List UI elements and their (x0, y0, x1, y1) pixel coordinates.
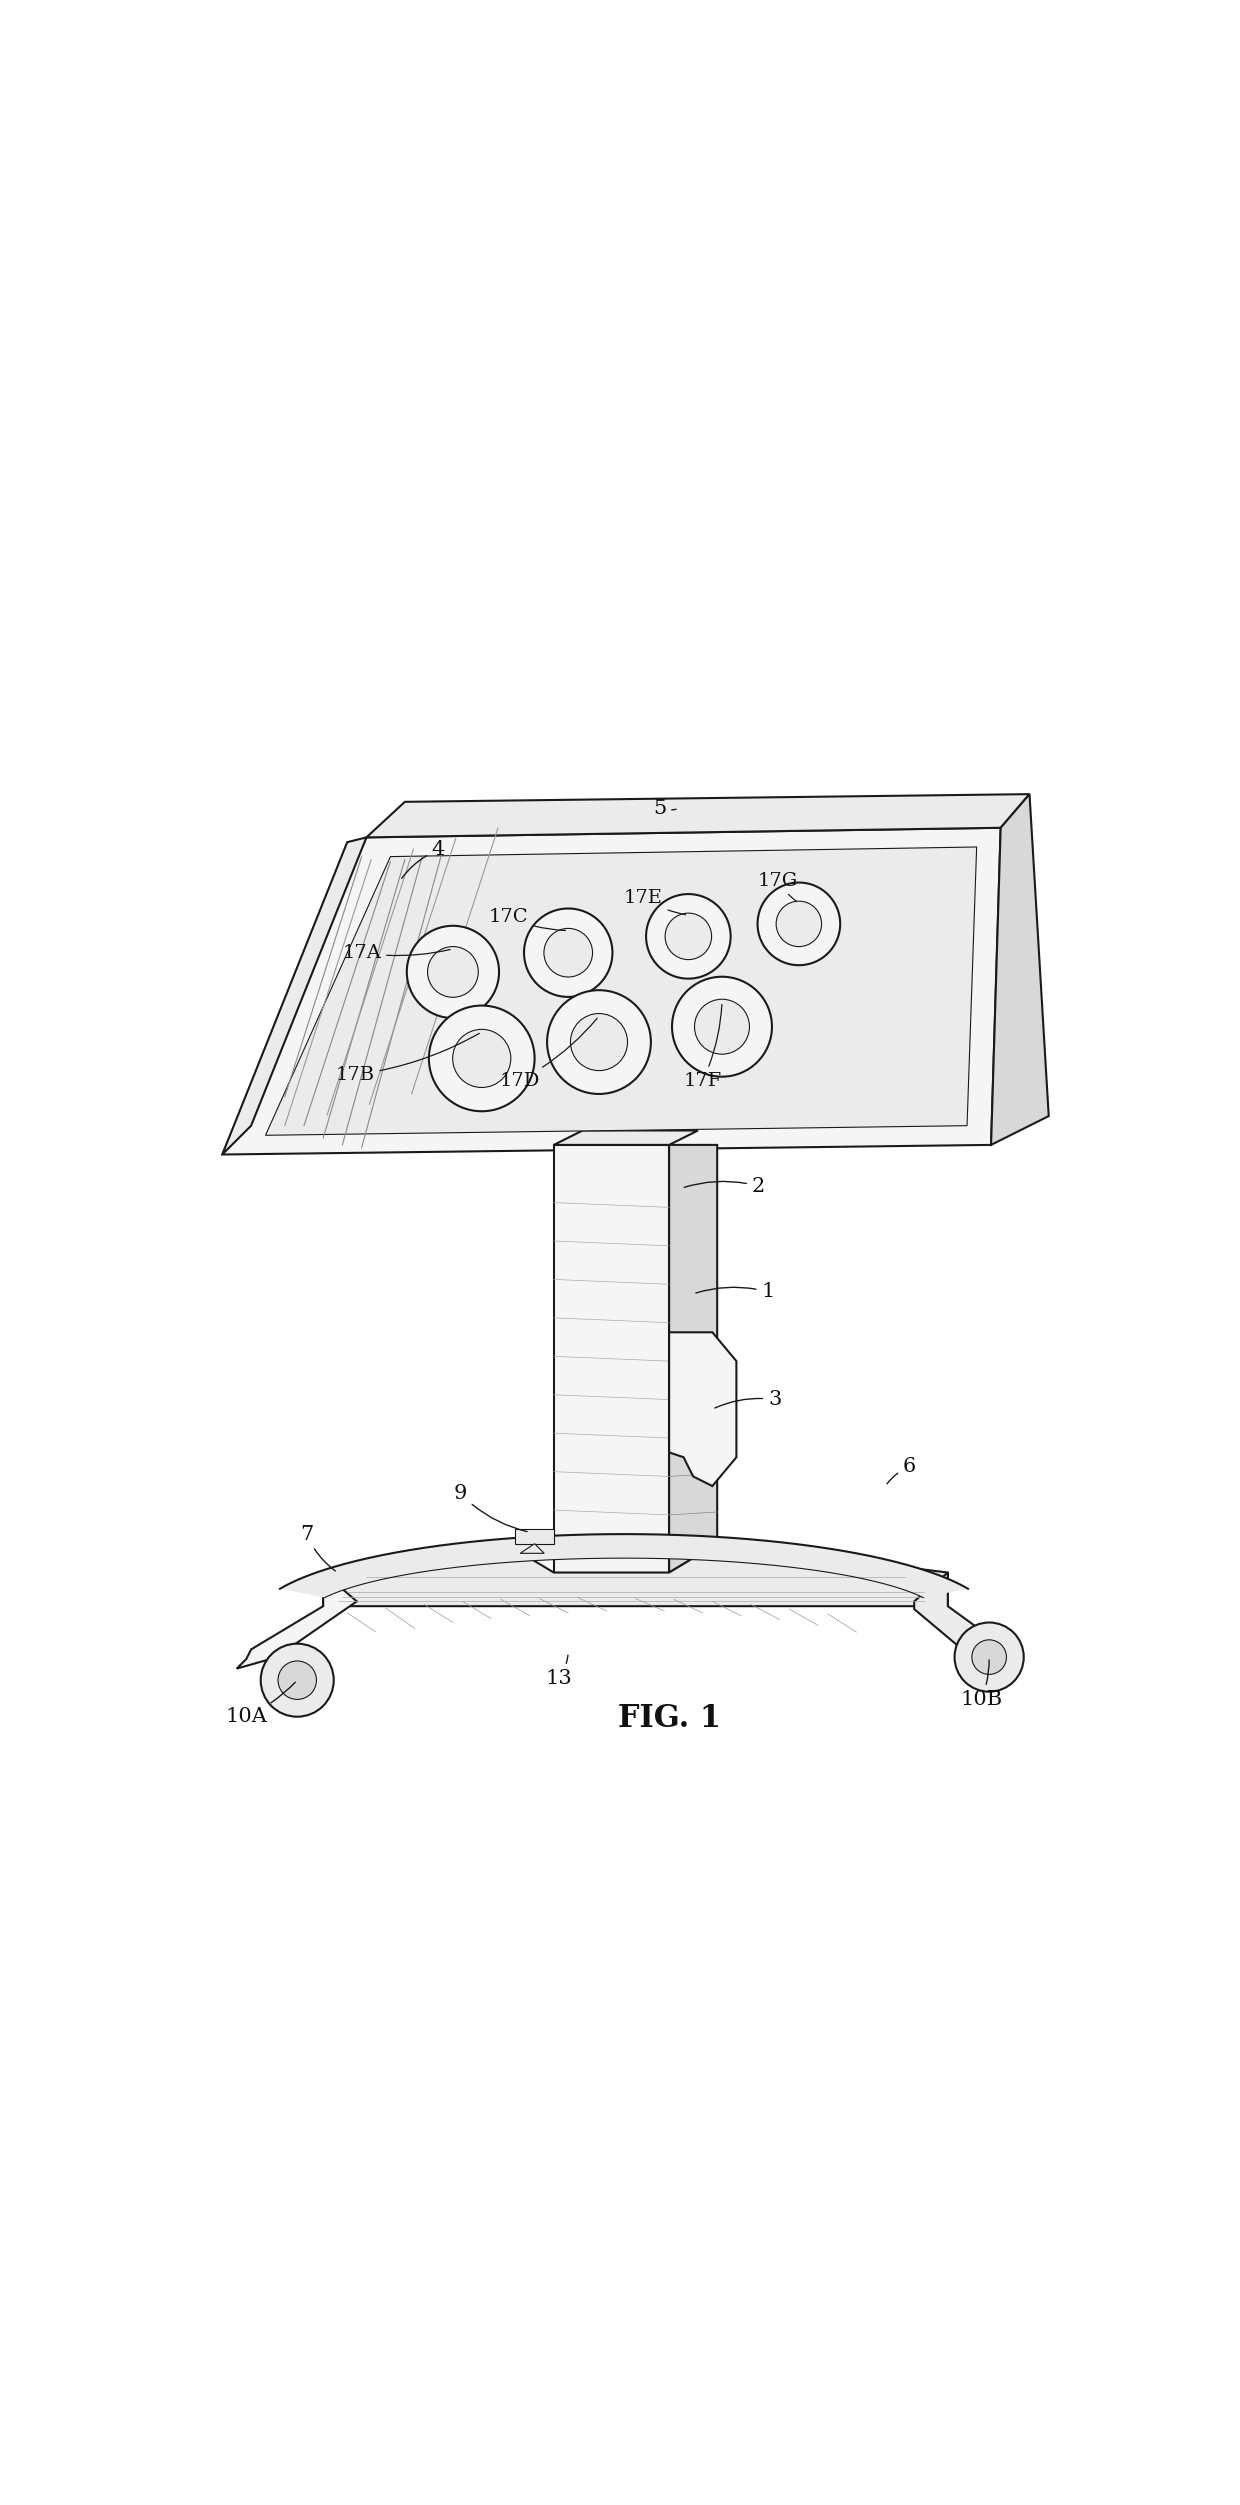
Text: 5: 5 (653, 799, 676, 819)
Text: 9: 9 (454, 1485, 527, 1531)
Text: 17A: 17A (342, 944, 450, 962)
Text: FIG. 1: FIG. 1 (618, 1703, 720, 1733)
Circle shape (776, 902, 822, 947)
Circle shape (547, 989, 651, 1095)
Text: 3: 3 (715, 1390, 781, 1410)
Text: 13: 13 (546, 1656, 572, 1688)
Text: 17D: 17D (500, 1017, 598, 1090)
Polygon shape (265, 847, 977, 1135)
Circle shape (407, 927, 498, 1017)
Polygon shape (516, 1528, 554, 1543)
Circle shape (429, 1005, 534, 1112)
Circle shape (570, 1015, 627, 1070)
Polygon shape (237, 1573, 357, 1668)
Circle shape (453, 1030, 511, 1087)
Polygon shape (914, 1573, 1016, 1658)
Circle shape (278, 1661, 316, 1698)
Polygon shape (521, 1543, 544, 1553)
Polygon shape (991, 794, 1049, 1145)
Text: 17F: 17F (683, 1005, 722, 1090)
Polygon shape (324, 1543, 947, 1606)
Polygon shape (280, 1533, 968, 1598)
Circle shape (544, 929, 593, 977)
Text: 17C: 17C (489, 909, 565, 929)
Circle shape (672, 977, 773, 1077)
Text: 6: 6 (887, 1458, 916, 1483)
Circle shape (525, 909, 613, 997)
Text: 10B: 10B (961, 1661, 1002, 1708)
Circle shape (972, 1641, 1007, 1673)
Polygon shape (554, 1145, 670, 1573)
Polygon shape (554, 1130, 698, 1145)
Text: 10A: 10A (226, 1683, 295, 1726)
Circle shape (428, 947, 479, 997)
Text: 4: 4 (402, 839, 445, 879)
Circle shape (694, 999, 749, 1055)
Circle shape (260, 1643, 334, 1716)
Text: 17E: 17E (624, 889, 686, 914)
Circle shape (758, 882, 841, 964)
Polygon shape (222, 837, 367, 1155)
Text: 2: 2 (684, 1177, 765, 1195)
Polygon shape (670, 1145, 717, 1573)
Circle shape (665, 914, 712, 959)
Text: 17G: 17G (758, 872, 797, 902)
Polygon shape (670, 1333, 737, 1485)
Circle shape (955, 1623, 1024, 1691)
Circle shape (646, 894, 730, 979)
Text: 17B: 17B (335, 1035, 480, 1085)
Polygon shape (367, 794, 1029, 837)
Polygon shape (222, 827, 1001, 1155)
Text: 7: 7 (300, 1526, 335, 1571)
Text: 1: 1 (696, 1283, 775, 1303)
